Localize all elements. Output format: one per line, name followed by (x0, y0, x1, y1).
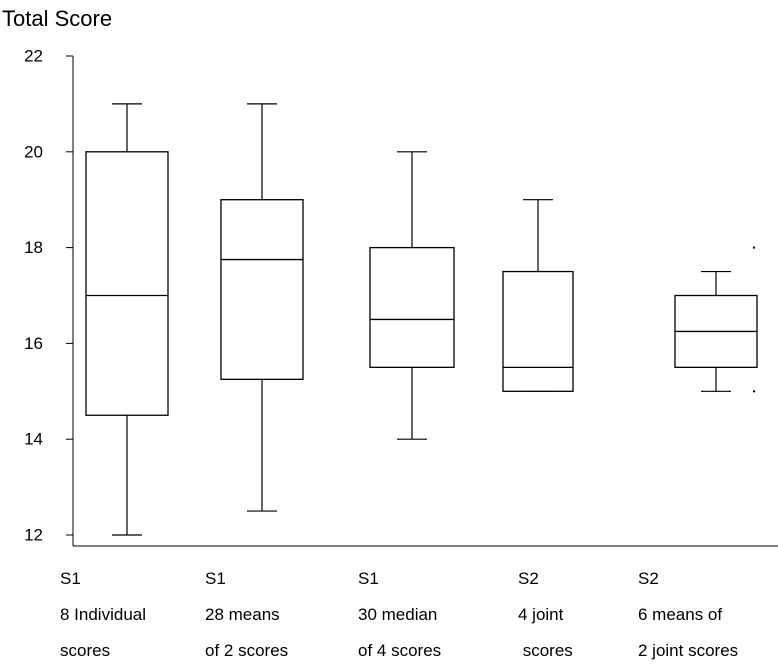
stray-mark (753, 246, 755, 249)
axes (72, 56, 778, 547)
box-group (369, 151, 455, 440)
y-tick-label: 22 (24, 47, 43, 66)
category-label: S1 30 median of 4 scores (358, 569, 441, 660)
stray-marks (753, 246, 755, 393)
category-label-line: 4 joint (518, 605, 564, 624)
category-label-line: S2 (518, 569, 539, 588)
category-label-line: S1 (358, 569, 379, 588)
box-group (674, 270, 758, 392)
y-tick-label: 12 (24, 526, 43, 545)
y-tick-label: 18 (24, 238, 43, 257)
category-label-line: 30 median (358, 605, 437, 624)
stray-mark (753, 390, 755, 393)
box-iqr (220, 199, 304, 380)
y-tick-label: 14 (24, 430, 43, 449)
category-label-line: 8 Individual (60, 605, 146, 624)
box-iqr (369, 246, 455, 369)
category-label-line: scores (518, 641, 573, 660)
category-label-line: scores (60, 641, 110, 660)
y-tick-label: 20 (24, 142, 43, 161)
category-label-line: S2 (638, 569, 659, 588)
category-label-line: of 4 scores (358, 641, 441, 660)
y-axis-ticks: 12 14 16 18 20 22 (24, 47, 73, 545)
category-label-line: S1 (205, 569, 226, 588)
category-label-line: 6 means of (638, 605, 722, 624)
category-label-line: S1 (60, 569, 81, 588)
box-group (85, 103, 169, 536)
box-group (220, 103, 304, 512)
boxes (85, 103, 758, 536)
category-label: S1 28 means of 2 scores (205, 569, 288, 660)
box-group (502, 199, 574, 392)
category-label: S1 8 Individual scores (60, 569, 146, 660)
category-label-line: 28 means (205, 605, 280, 624)
category-label: S2 4 joint scores (518, 569, 573, 660)
box-iqr (502, 270, 574, 392)
y-tick-label: 16 (24, 334, 43, 353)
box-iqr (85, 151, 169, 416)
category-label-line: 2 joint scores (638, 641, 738, 660)
y-axis-title: Total Score (2, 6, 112, 31)
x-axis-labels: S1 8 Individual scores S1 28 means of 2 score… (60, 569, 738, 660)
category-label: S2 6 means of 2 joint scores (638, 569, 738, 660)
category-label-line: of 2 scores (205, 641, 288, 660)
